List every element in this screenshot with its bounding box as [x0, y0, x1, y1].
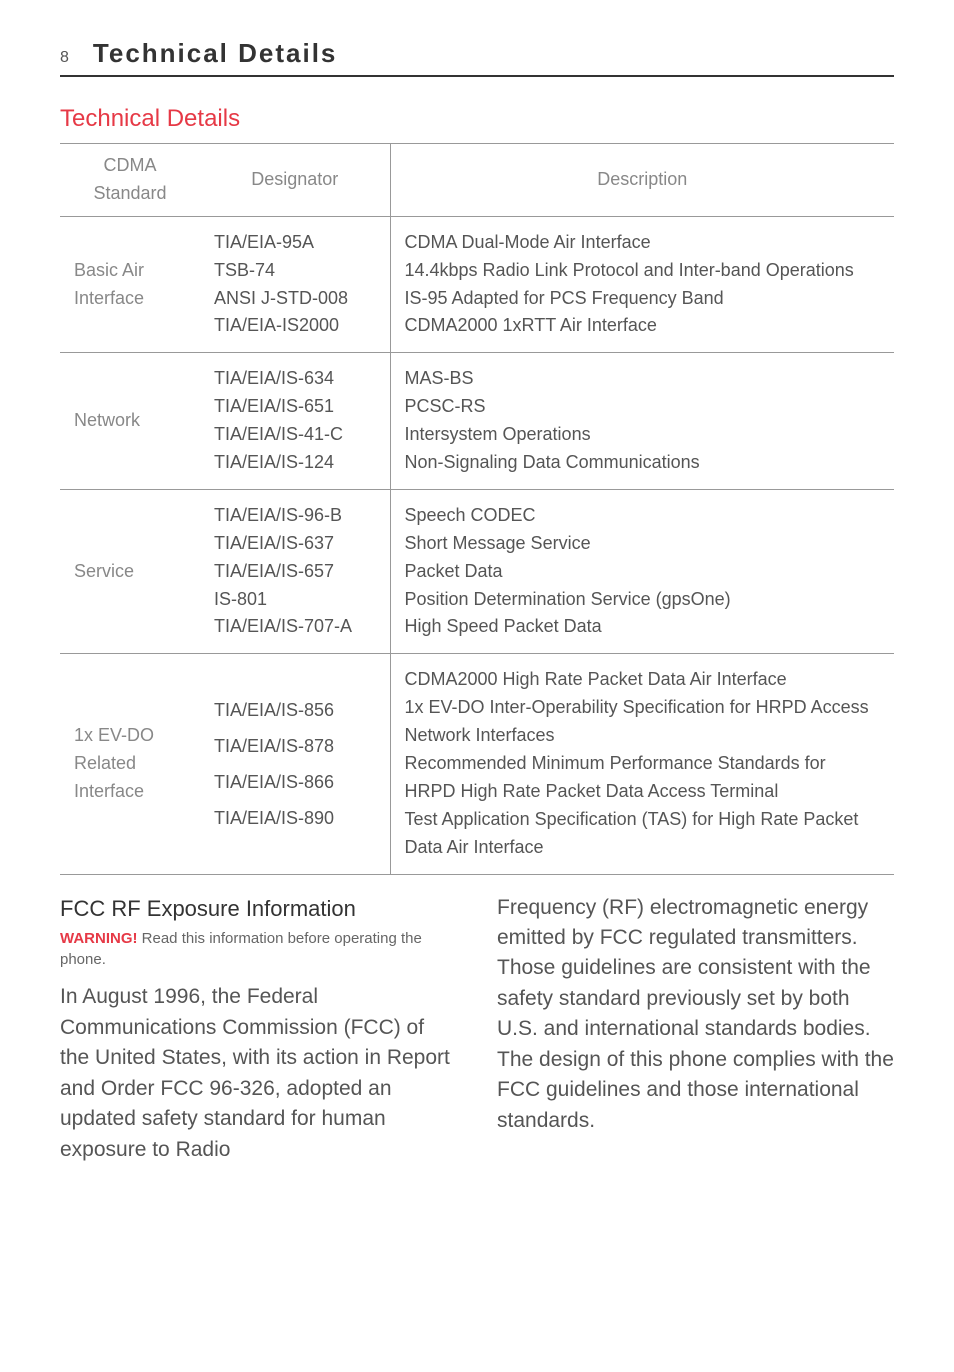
left-body-text: In August 1996, the Federal Communicatio… — [60, 982, 457, 1165]
table-row: 1x EV-DO Related InterfaceTIA/EIA/IS-856… — [60, 654, 894, 874]
col-header-standard: CDMA Standard — [60, 144, 200, 217]
body-columns: FCC RF Exposure Information WARNING! Rea… — [60, 893, 894, 1166]
col-header-description: Description — [390, 144, 894, 217]
table-row: ServiceTIA/EIA/IS-96-B TIA/EIA/IS-637 TI… — [60, 489, 894, 653]
page-number: 8 — [60, 49, 69, 67]
col-header-designator: Designator — [200, 144, 390, 217]
right-body-text: Frequency (RF) electromagnetic energy em… — [497, 893, 894, 1137]
cell-description: MAS-BS PCSC-RS Intersystem Operations No… — [390, 353, 894, 490]
cell-standard: Service — [60, 489, 200, 653]
cell-designator: TIA/EIA-95A TSB-74 ANSI J-STD-008 TIA/EI… — [200, 216, 390, 353]
cell-description: CDMA2000 High Rate Packet Data Air Inter… — [390, 654, 894, 874]
cell-description: Speech CODEC Short Message Service Packe… — [390, 489, 894, 653]
cell-designator: TIA/EIA/IS-96-B TIA/EIA/IS-637 TIA/EIA/I… — [200, 489, 390, 653]
cell-standard: Network — [60, 353, 200, 490]
header-title: Technical Details — [93, 38, 338, 69]
cell-designator: TIA/EIA/IS-856 TIA/EIA/IS-878 TIA/EIA/IS… — [200, 654, 390, 874]
cell-standard: 1x EV-DO Related Interface — [60, 654, 200, 874]
cell-standard: Basic Air Interface — [60, 216, 200, 353]
cell-designator: TIA/EIA/IS-634 TIA/EIA/IS-651 TIA/EIA/IS… — [200, 353, 390, 490]
warning-label: WARNING! — [60, 930, 138, 947]
cell-description: CDMA Dual-Mode Air Interface 14.4kbps Ra… — [390, 216, 894, 353]
warning-line: WARNING! Read this information before op… — [60, 928, 457, 970]
page-header: 8 Technical Details — [60, 38, 894, 77]
left-column: FCC RF Exposure Information WARNING! Rea… — [60, 893, 457, 1166]
section-title: Technical Details — [60, 105, 894, 133]
table-row: NetworkTIA/EIA/IS-634 TIA/EIA/IS-651 TIA… — [60, 353, 894, 490]
technical-details-table: CDMA Standard Designator Description Bas… — [60, 143, 894, 875]
right-column: Frequency (RF) electromagnetic energy em… — [497, 893, 894, 1166]
sub-heading: FCC RF Exposure Information — [60, 893, 457, 925]
table-row: Basic Air InterfaceTIA/EIA-95A TSB-74 AN… — [60, 216, 894, 353]
